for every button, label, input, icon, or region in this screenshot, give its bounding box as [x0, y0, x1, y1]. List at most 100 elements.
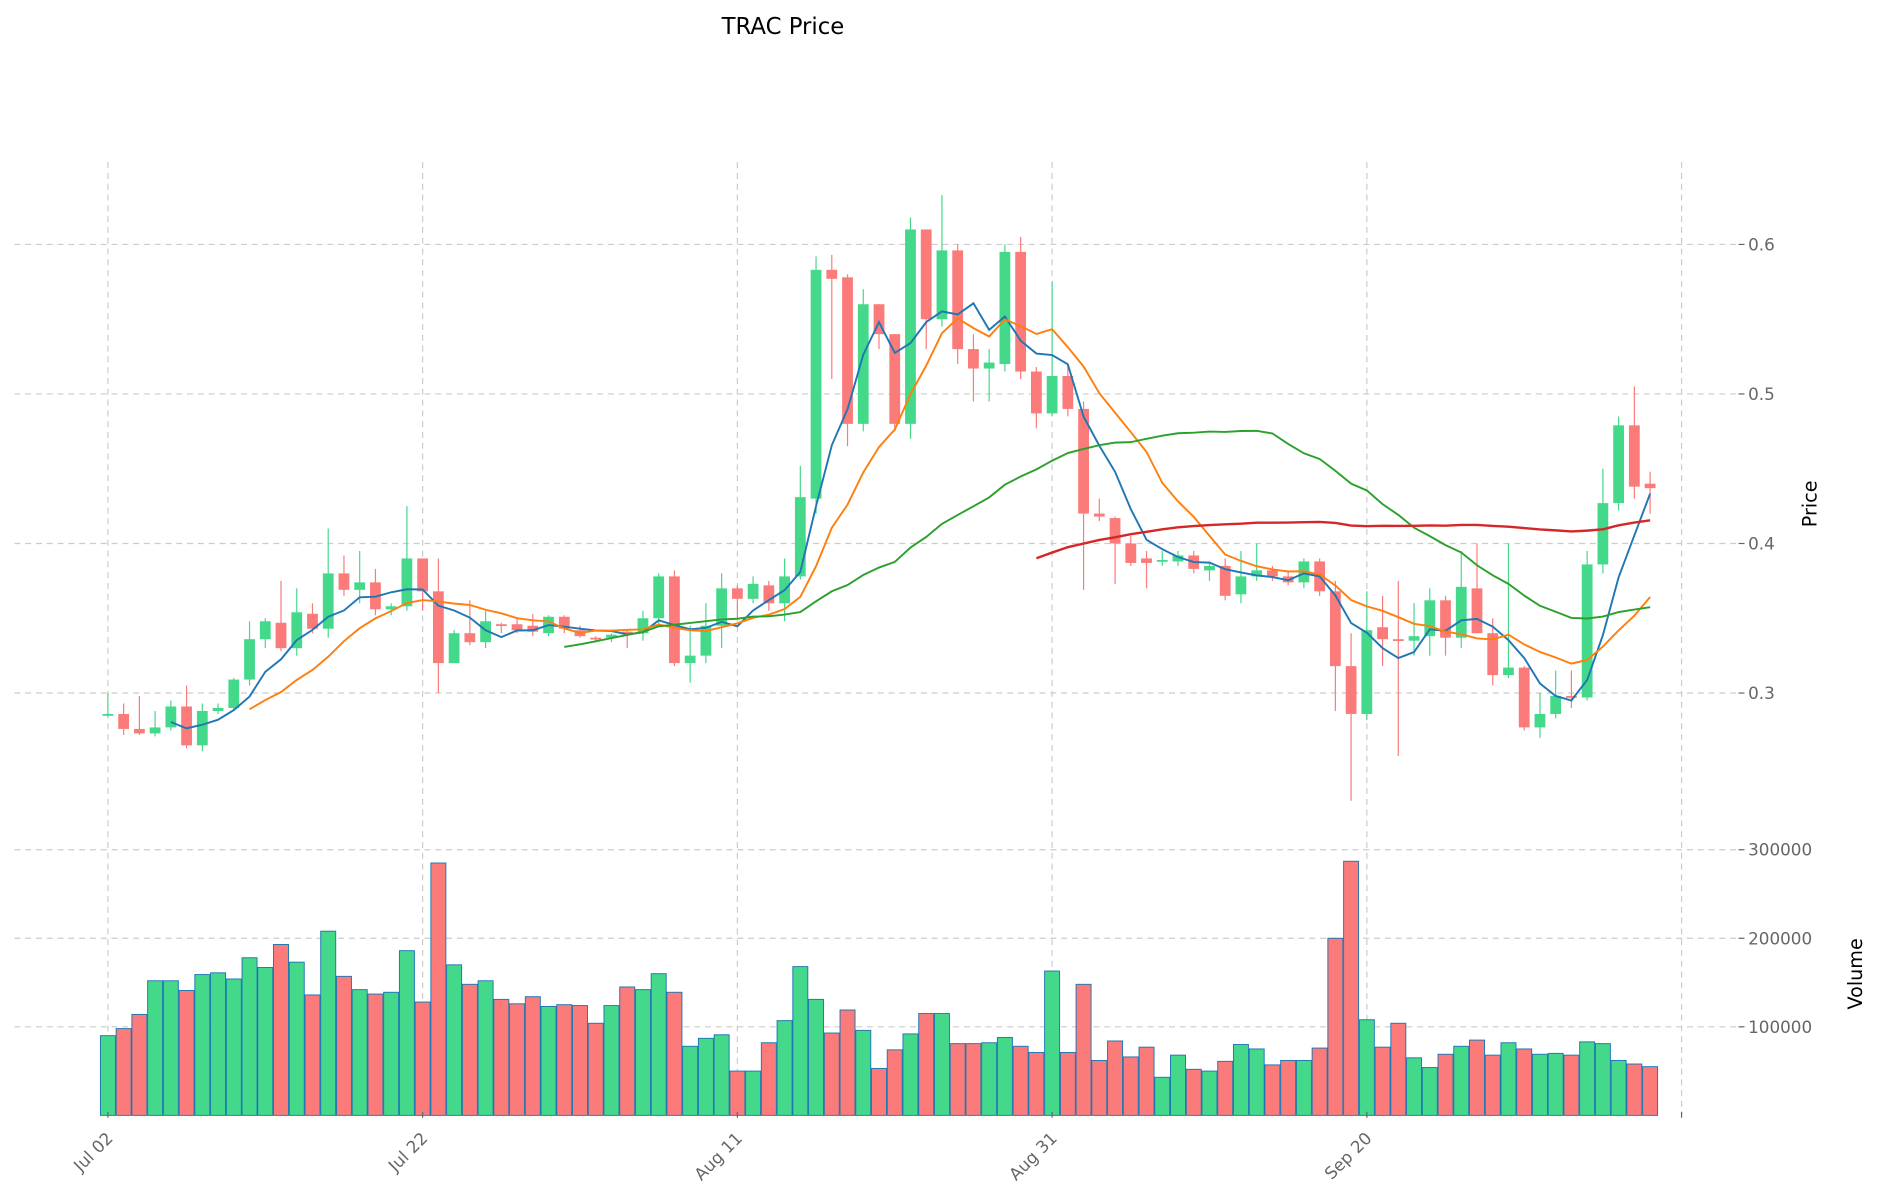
candle-body — [165, 706, 177, 728]
moving-average-30-line — [564, 429, 1651, 648]
volume-bar — [241, 957, 258, 1116]
candle-body — [1471, 588, 1483, 634]
volume-bar — [1579, 1041, 1596, 1116]
candle-body — [1141, 558, 1152, 563]
candle-body — [291, 612, 303, 649]
candle-body — [149, 727, 161, 734]
candle-body — [1125, 543, 1137, 563]
volume-bar — [1358, 1019, 1375, 1116]
volume-bar — [745, 1070, 762, 1116]
candle-body — [448, 633, 460, 664]
candle-body — [857, 304, 869, 424]
candle-body — [999, 251, 1011, 365]
volume-bar — [99, 1035, 116, 1116]
volume-bar — [1421, 1067, 1438, 1116]
candle-body — [181, 706, 192, 746]
moving-average-60-line — [1035, 519, 1651, 560]
volume-bar — [1469, 1039, 1485, 1116]
volume-bar — [1280, 1059, 1297, 1116]
volume-bar — [823, 1032, 840, 1116]
volume-bar — [430, 862, 447, 1116]
volume-bar — [414, 1001, 431, 1116]
volume-bar — [603, 1005, 620, 1116]
volume-bar — [713, 1034, 730, 1116]
candle-body — [1613, 425, 1625, 504]
candle-body — [1628, 425, 1640, 487]
volume-bar — [1547, 1052, 1564, 1116]
volume-bar — [1406, 1057, 1423, 1116]
candle-body — [952, 250, 964, 350]
candle-body — [905, 229, 916, 424]
volume-bar — [320, 930, 337, 1116]
moving-average-5-line — [170, 301, 1652, 730]
candle-body — [968, 349, 979, 369]
volume-bar — [1610, 1059, 1627, 1116]
candle-body — [1251, 570, 1263, 577]
candle-body — [1030, 371, 1042, 414]
x-tick-label: Sep 20 — [1320, 1128, 1375, 1183]
x-tick-label: Aug 31 — [1005, 1128, 1061, 1184]
candle-body — [495, 624, 507, 627]
volume-bar — [1531, 1053, 1548, 1116]
candle-body — [1440, 600, 1451, 638]
candle-body — [731, 588, 743, 599]
volume-bar — [1028, 1052, 1045, 1116]
candle-body — [1015, 251, 1027, 372]
candle-body — [794, 497, 806, 577]
price-tick-label: 0.6 — [1748, 234, 1775, 254]
volume-bar — [398, 950, 415, 1116]
volume-bar — [1484, 1054, 1501, 1116]
candle-body — [1566, 696, 1577, 698]
volume-bar — [1232, 1044, 1249, 1116]
volume-bar — [650, 973, 667, 1116]
candle-body — [133, 728, 145, 734]
volume-tick-label: 300000 — [1748, 840, 1812, 860]
x-tick-label: Jul 02 — [69, 1128, 117, 1176]
candle-body — [590, 637, 602, 640]
volume-bar — [1500, 1042, 1517, 1116]
candle-body — [684, 655, 696, 664]
volume-bar — [1059, 1052, 1076, 1116]
price-axis-label: Price — [1798, 480, 1821, 527]
volume-bar — [493, 998, 510, 1116]
volume-bar — [902, 1033, 919, 1116]
volume-bar — [949, 1043, 966, 1116]
candle-body — [244, 639, 255, 680]
candle-body — [196, 710, 208, 746]
volume-bar — [1295, 1059, 1312, 1116]
volume-bar — [1154, 1076, 1171, 1116]
candle-body — [464, 633, 476, 643]
volume-bar — [304, 994, 321, 1116]
candle-body — [1235, 576, 1247, 595]
volume-bar — [1138, 1046, 1155, 1116]
volume-bar — [1075, 983, 1092, 1116]
candle-body — [417, 558, 429, 592]
candle-body — [669, 576, 680, 664]
x-tick-label: Jul 22 — [383, 1128, 431, 1176]
chart-title: TRAC Price — [721, 14, 845, 40]
candle-body — [1455, 586, 1467, 638]
candle-body — [763, 585, 775, 604]
candle-body — [322, 573, 334, 629]
volume-bar — [1217, 1060, 1234, 1116]
volume-bar — [1091, 1059, 1108, 1116]
volume-bar — [273, 944, 289, 1116]
candle-body — [983, 362, 995, 369]
volume-tick-label: 100000 — [1748, 1017, 1812, 1037]
volume-bar — [572, 1005, 588, 1116]
volume-bar — [1327, 937, 1344, 1116]
candle-body — [212, 707, 224, 711]
candle-body — [1046, 376, 1058, 414]
candle-body — [307, 613, 318, 629]
volume-bar — [996, 1036, 1013, 1116]
candle-body — [1597, 503, 1609, 565]
candle-body — [1062, 376, 1074, 409]
candle-body — [1093, 513, 1105, 517]
volume-bar — [1453, 1045, 1470, 1116]
moving-average-10-line — [249, 317, 1651, 711]
volume-bar — [210, 972, 227, 1116]
price-tick-label: 0.3 — [1748, 683, 1775, 703]
volume-tick-label: 200000 — [1748, 928, 1812, 948]
candle-body — [1329, 591, 1341, 667]
candle-body — [102, 713, 114, 716]
